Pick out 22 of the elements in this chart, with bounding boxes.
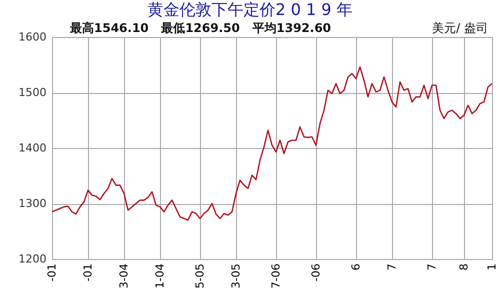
x-tick-label: -06	[310, 264, 322, 282]
x-tick-label: 1-04	[154, 264, 166, 288]
y-tick-label: 1600	[18, 30, 46, 44]
x-tick-label: 5-05	[194, 264, 206, 288]
x-tick-label: 7	[386, 264, 398, 270]
text: 美元/ 盎司	[432, 20, 488, 37]
x-tick-label: 3-04	[118, 264, 130, 288]
x-tick-label: 3-05	[230, 264, 242, 288]
chart-subtitle: 最高1546.10 最低1269.50 平均1392.60	[70, 20, 332, 37]
y-tick-label: 1500	[18, 86, 46, 99]
x-tick-label: 6	[350, 264, 362, 270]
chart-title: 黄金伦敦下午定价2 0 1 9 年	[146, 0, 354, 20]
x-tick-label: 7-06	[270, 264, 282, 288]
x-tick-label: -01	[46, 264, 58, 282]
x-tick-label: -01	[82, 264, 94, 282]
x-tick-label: 1	[486, 264, 498, 270]
x-tick-label: 8	[458, 264, 470, 270]
y-tick-label: 1300	[18, 197, 46, 210]
y-tick-label: 1400	[18, 142, 46, 154]
y-tick-label: 1200	[18, 252, 46, 266]
line-series	[52, 66, 492, 221]
x-tick-label: 7	[426, 264, 438, 270]
